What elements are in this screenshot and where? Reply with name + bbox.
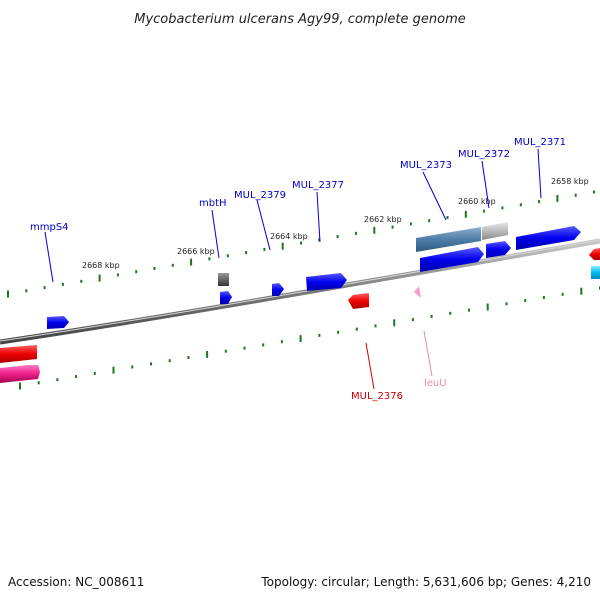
leader-MUL_2377 bbox=[316, 191, 321, 243]
leader-leuU bbox=[423, 330, 433, 377]
kbp-label-2668: 2668 kbp bbox=[82, 261, 120, 270]
label-mmpS4[interactable]: mmpS4 bbox=[30, 222, 69, 233]
kbp-label-2666: 2666 kbp bbox=[177, 247, 215, 256]
genome-backbone-highlight bbox=[0, 239, 600, 342]
gene-dark-small[interactable] bbox=[218, 273, 229, 286]
gene-MUL_2373[interactable] bbox=[420, 247, 484, 272]
label-mbtH[interactable]: mbtH bbox=[199, 198, 227, 209]
gene-mmpS4[interactable] bbox=[47, 316, 69, 329]
label-leuU[interactable]: leuU bbox=[424, 378, 447, 389]
label-MUL_2372[interactable]: MUL_2372 bbox=[458, 149, 510, 160]
label-MUL_2376[interactable]: MUL_2376 bbox=[351, 391, 403, 402]
leader-MUL_2372 bbox=[481, 160, 490, 209]
gene-MUL_2373-pseudo[interactable] bbox=[416, 227, 481, 252]
kbp-label-2660: 2660 kbp bbox=[458, 197, 496, 206]
gene-right-red[interactable] bbox=[589, 248, 600, 260]
label-MUL_2377[interactable]: MUL_2377 bbox=[292, 180, 344, 191]
kbp-label-2662: 2662 kbp bbox=[364, 215, 402, 224]
leader-MUL_2373 bbox=[422, 171, 447, 221]
gene-MUL_2377[interactable] bbox=[306, 273, 347, 291]
upper-tick-track bbox=[7, 190, 595, 298]
leader-mbtH bbox=[211, 209, 220, 259]
gene-right-cyan[interactable] bbox=[591, 266, 600, 279]
map-title: Mycobacterium ulcerans Agy99, complete g… bbox=[134, 12, 466, 27]
genome-summary-text: Topology: circular; Length: 5,631,606 bp… bbox=[260, 575, 591, 589]
accession-text: Accession: NC_008611 bbox=[8, 575, 144, 589]
gene-mbtH[interactable] bbox=[220, 291, 232, 304]
leader-MUL_2371 bbox=[537, 148, 542, 199]
lower-tick-track bbox=[19, 286, 600, 390]
leader-lines bbox=[44, 148, 542, 390]
label-MUL_2379[interactable]: MUL_2379 bbox=[234, 190, 286, 201]
gene-leuU[interactable] bbox=[414, 286, 421, 298]
leader-mmpS4 bbox=[44, 231, 54, 283]
gene-MUL_2376[interactable] bbox=[348, 293, 369, 309]
gene-left-white-gap bbox=[0, 363, 38, 365]
label-MUL_2371[interactable]: MUL_2371 bbox=[514, 137, 566, 148]
gene-MUL_2371[interactable] bbox=[516, 226, 581, 250]
leader-MUL_2379 bbox=[256, 199, 271, 251]
kbp-label-2658: 2658 kbp bbox=[551, 177, 589, 186]
gene-features bbox=[0, 222, 600, 383]
leader-MUL_2376 bbox=[365, 342, 375, 390]
gene-left-pink[interactable] bbox=[0, 364, 40, 383]
gene-left-red[interactable] bbox=[0, 345, 37, 363]
genome-backbone bbox=[0, 238, 600, 345]
label-MUL_2373[interactable]: MUL_2373 bbox=[400, 160, 452, 171]
kbp-label-2664: 2664 kbp bbox=[270, 232, 308, 241]
gene-MUL_2372[interactable] bbox=[486, 241, 511, 258]
gene-MUL_2379[interactable] bbox=[272, 283, 284, 296]
gene-MUL_2372-pseudo[interactable] bbox=[482, 222, 508, 240]
